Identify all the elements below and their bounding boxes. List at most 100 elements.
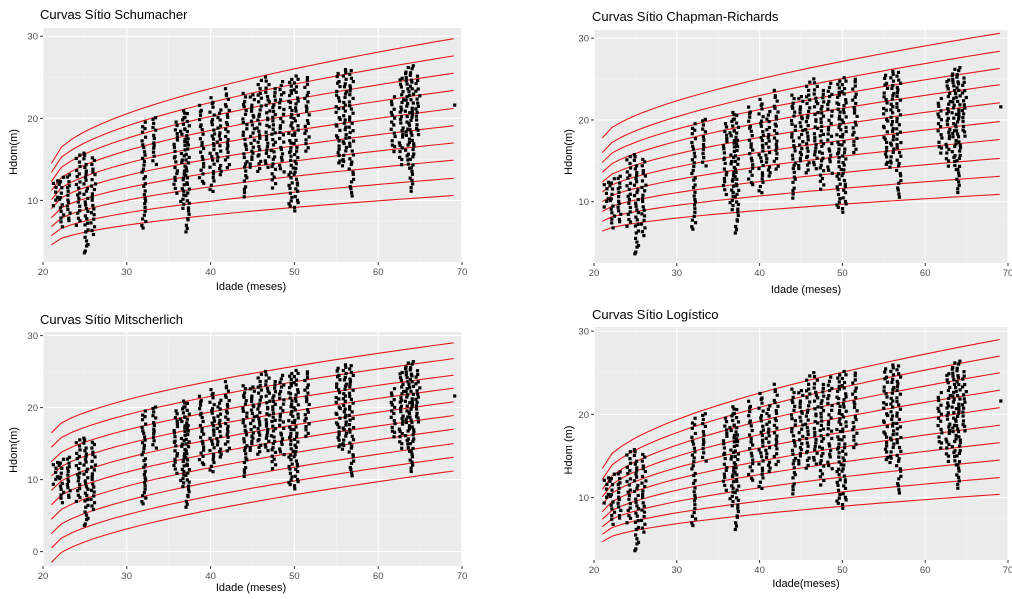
data-point xyxy=(625,184,629,188)
data-point xyxy=(226,440,230,444)
data-point xyxy=(838,182,842,186)
data-point xyxy=(827,394,831,398)
data-point xyxy=(792,114,796,118)
data-point xyxy=(266,449,270,453)
data-point xyxy=(411,439,415,443)
data-point xyxy=(626,508,630,513)
data-point xyxy=(250,103,254,107)
data-point xyxy=(750,173,754,177)
data-point xyxy=(820,454,824,458)
data-point xyxy=(950,367,954,371)
data-point xyxy=(400,146,404,150)
data-point xyxy=(273,383,277,387)
data-point xyxy=(84,169,88,173)
data-point xyxy=(348,382,352,386)
data-point xyxy=(272,457,276,461)
data-point xyxy=(398,400,402,404)
data-point xyxy=(721,479,726,483)
data-point xyxy=(837,420,841,424)
data-point xyxy=(91,453,95,457)
data-point xyxy=(66,189,70,193)
data-point xyxy=(961,410,965,414)
data-point xyxy=(643,174,647,178)
data-point xyxy=(265,386,270,391)
data-point xyxy=(733,470,737,474)
data-point xyxy=(389,400,393,404)
data-point xyxy=(407,427,411,431)
data-point xyxy=(348,430,352,434)
data-point xyxy=(305,376,310,380)
data-point xyxy=(963,383,967,387)
data-point xyxy=(152,137,156,141)
data-point xyxy=(210,123,214,127)
data-point xyxy=(805,142,809,146)
data-point xyxy=(816,102,820,106)
data-point xyxy=(244,108,248,113)
data-point xyxy=(93,463,98,467)
data-point xyxy=(945,84,949,88)
data-point xyxy=(152,133,156,137)
data-point xyxy=(830,436,834,441)
data-point xyxy=(243,142,247,146)
data-point xyxy=(400,442,404,446)
data-point xyxy=(175,425,180,429)
data-point xyxy=(251,93,255,97)
data-point xyxy=(732,424,736,428)
data-point xyxy=(216,440,220,444)
data-point xyxy=(390,103,394,107)
data-point xyxy=(85,217,89,221)
data-point xyxy=(774,142,778,146)
data-point xyxy=(295,431,299,435)
data-point xyxy=(173,439,177,443)
data-point xyxy=(851,98,855,102)
data-point xyxy=(411,360,415,364)
data-point xyxy=(640,185,644,190)
data-point xyxy=(218,173,222,177)
data-point xyxy=(225,402,229,406)
data-point xyxy=(641,157,645,161)
data-point xyxy=(252,138,256,142)
data-point xyxy=(896,88,900,92)
data-point xyxy=(77,186,81,190)
data-point xyxy=(956,120,960,124)
data-point xyxy=(336,436,340,440)
data-point xyxy=(212,148,216,152)
data-point xyxy=(816,421,820,425)
data-point xyxy=(292,172,296,176)
data-point xyxy=(416,78,420,83)
data-point xyxy=(758,184,762,189)
data-point xyxy=(813,125,817,129)
data-point xyxy=(296,470,300,474)
data-point xyxy=(945,406,949,410)
data-point xyxy=(956,135,961,139)
data-point xyxy=(415,407,419,411)
data-point xyxy=(143,120,147,124)
data-point xyxy=(767,132,771,137)
data-point xyxy=(86,516,90,520)
data-point xyxy=(855,114,859,118)
data-point xyxy=(154,416,158,420)
data-point xyxy=(304,395,308,399)
data-point xyxy=(855,431,859,435)
data-point xyxy=(734,224,738,229)
data-point xyxy=(610,517,614,521)
data-point xyxy=(895,400,899,404)
data-point xyxy=(732,440,736,444)
data-point xyxy=(819,139,823,143)
data-point xyxy=(289,439,293,443)
data-point xyxy=(216,414,220,418)
data-point xyxy=(267,413,271,417)
data-point xyxy=(889,369,893,374)
chart-title: Curvas Sítio Mitscherlich xyxy=(40,312,183,327)
data-point xyxy=(948,385,952,389)
data-point xyxy=(747,105,751,109)
data-point xyxy=(733,491,737,495)
data-point xyxy=(263,75,268,79)
data-point xyxy=(173,460,177,464)
data-point xyxy=(957,156,961,160)
data-point xyxy=(692,194,696,198)
data-point xyxy=(256,169,260,173)
data-point xyxy=(882,124,886,128)
data-point xyxy=(304,129,308,133)
data-point xyxy=(633,520,638,524)
